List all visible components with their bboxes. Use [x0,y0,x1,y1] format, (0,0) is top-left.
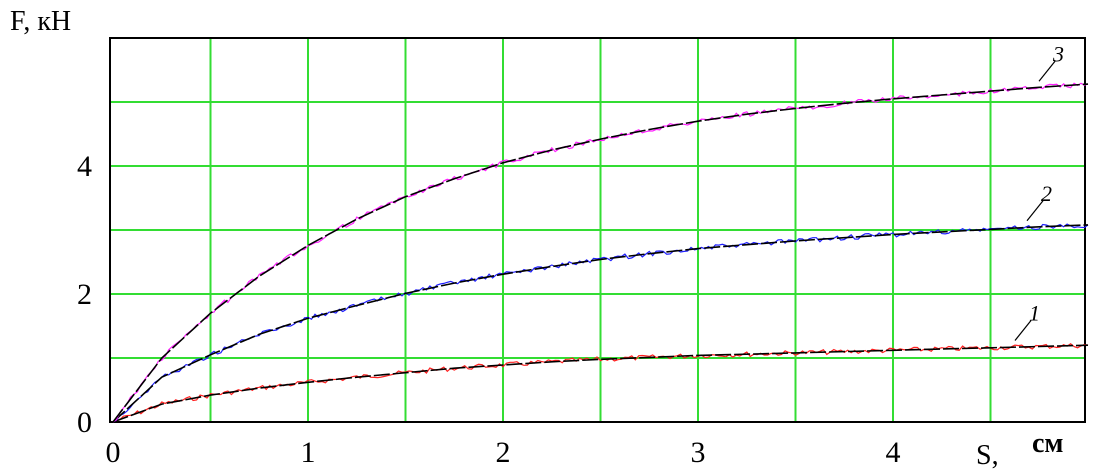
y-tick-label: 0 [77,406,92,439]
x-tick-label: 3 [691,436,706,469]
y-tick-label: 2 [77,278,92,311]
x-tick-label: 0 [106,436,121,469]
series-2-label: 2 [1041,181,1052,206]
series-3-label: 3 [1052,41,1064,66]
x-tick-label: 4 [886,436,901,469]
x-tick-label: 2 [496,436,511,469]
x-tick-label: 1 [301,436,316,469]
x-axis-title-prefix: S, [976,440,999,471]
series-1-label: 1 [1029,300,1040,325]
y-tick-label: 4 [77,150,92,183]
x-axis-unit: см [1032,428,1064,459]
y-axis-title: F, кН [10,6,71,37]
